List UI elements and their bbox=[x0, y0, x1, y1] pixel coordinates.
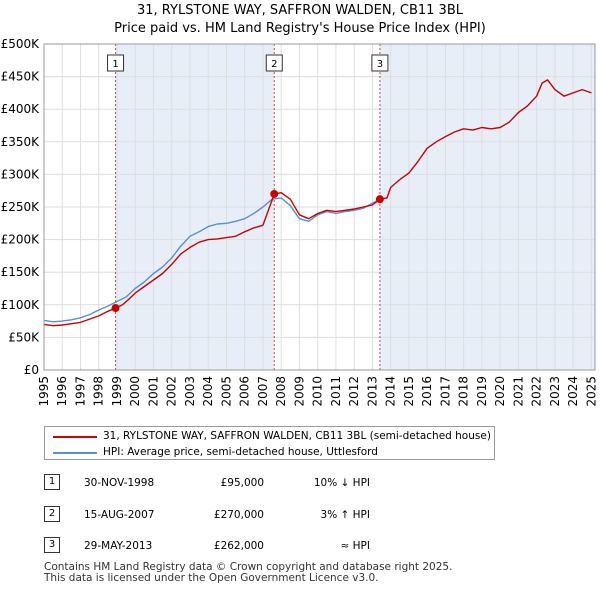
legend-label-price: 31, RYLSTONE WAY, SAFFRON WALDEN, CB11 3… bbox=[103, 430, 491, 442]
sale-marker-label: 2 bbox=[271, 59, 277, 70]
table-row: 2 15-AUG-2007 £270,000 3% ↑ HPI bbox=[44, 506, 464, 524]
y-tick-label: £400K bbox=[1, 102, 41, 116]
y-tick-label: £500K bbox=[1, 37, 41, 51]
sale-marker-label: 1 bbox=[112, 59, 118, 70]
x-tick-label: 2005 bbox=[219, 376, 233, 407]
x-tick-label: 2018 bbox=[457, 376, 471, 407]
x-tick-label: 2003 bbox=[183, 376, 197, 407]
x-tick-label: 2009 bbox=[292, 376, 306, 407]
x-tick-label: 2013 bbox=[365, 376, 379, 407]
chart-subtitle: Price paid vs. HM Land Registry's House … bbox=[114, 21, 486, 36]
sale-point bbox=[111, 304, 120, 313]
sale-date: 15-AUG-2007 bbox=[84, 509, 155, 521]
sale-date: 29-MAY-2013 bbox=[84, 540, 153, 552]
sale-point bbox=[270, 189, 279, 198]
x-tick-label: 2011 bbox=[329, 376, 343, 407]
sale-marker-box bbox=[107, 54, 125, 72]
x-tick-label: 2012 bbox=[347, 376, 361, 407]
x-tick-label: 2021 bbox=[511, 376, 525, 407]
y-tick-label: £200K bbox=[1, 233, 41, 247]
sale-number-badge: 1 bbox=[44, 474, 60, 490]
sale-hpi-diff: ≈ HPI bbox=[340, 540, 370, 552]
x-tick-label: 2015 bbox=[402, 376, 416, 407]
x-tick-label: 2017 bbox=[438, 376, 452, 407]
x-tick-label: 2025 bbox=[584, 376, 598, 407]
y-tick-label: £150K bbox=[1, 265, 41, 279]
sale-date: 30-NOV-1998 bbox=[84, 477, 155, 489]
x-tick-label: 2001 bbox=[146, 376, 160, 407]
legend-label-hpi: HPI: Average price, semi-detached house,… bbox=[103, 446, 378, 458]
x-tick-label: 2022 bbox=[530, 376, 544, 407]
x-tick-label: 2006 bbox=[238, 376, 252, 407]
x-tick-label: 2014 bbox=[384, 376, 398, 407]
sale-price: £262,000 bbox=[213, 540, 264, 552]
axis-layer: £0 £50K £100K £150K £200K £250K £300K £350K £400… bbox=[1, 37, 599, 407]
footer-copyright: Contains HM Land Registry data © Crown c… bbox=[44, 561, 453, 573]
y-tick-label: £350K bbox=[1, 135, 41, 149]
x-tick-label: 1995 bbox=[37, 376, 51, 407]
x-tick-label: 1996 bbox=[55, 376, 69, 407]
x-tick-label: 2000 bbox=[128, 376, 142, 407]
y-tick-label: £450K bbox=[1, 70, 41, 84]
sale-number-badge: 2 bbox=[44, 506, 60, 522]
x-tick-label: 2016 bbox=[420, 376, 434, 407]
sale-marker-box bbox=[371, 54, 389, 72]
sale-hpi-diff: 3% ↑ HPI bbox=[320, 509, 370, 521]
x-tick-label: 1998 bbox=[92, 376, 106, 407]
x-tick-label: 2008 bbox=[274, 376, 288, 407]
x-tick-label: 2010 bbox=[311, 376, 325, 407]
y-tick-label: £300K bbox=[1, 167, 41, 181]
series-layer bbox=[43, 79, 592, 327]
legend-swatch-price bbox=[53, 436, 97, 438]
legend-swatch-hpi bbox=[53, 452, 97, 454]
plot-frame bbox=[43, 43, 596, 371]
price-series-line bbox=[43, 79, 592, 327]
sale-marker-label: 3 bbox=[377, 59, 383, 70]
marker-layer: 1 2 3 bbox=[107, 54, 389, 313]
sale-marker-box bbox=[265, 54, 283, 72]
sale-number-badge: 3 bbox=[44, 537, 60, 553]
x-tick-label: 2020 bbox=[493, 376, 507, 407]
x-tick-label: 2004 bbox=[201, 376, 215, 407]
x-tick-label: 2007 bbox=[256, 376, 270, 407]
chart: 1 2 3 £0 £50K £100K £150K £200K £250K £300K £350K… bbox=[1, 37, 599, 407]
footer-licence: This data is licensed under the Open Gov… bbox=[44, 572, 379, 584]
y-tick-label: £100K bbox=[1, 298, 41, 312]
table-row: 3 29-MAY-2013 £262,000 ≈ HPI bbox=[44, 537, 464, 555]
x-tick-label: 2023 bbox=[548, 376, 562, 407]
hpi-series-line bbox=[43, 197, 381, 323]
x-tick-label: 1997 bbox=[73, 376, 87, 407]
x-tick-label: 2019 bbox=[475, 376, 489, 407]
sale-point bbox=[375, 195, 384, 204]
sale-price: £270,000 bbox=[213, 509, 264, 521]
x-tick-label: 1999 bbox=[110, 376, 124, 407]
chart-title: 31, RYLSTONE WAY, SAFFRON WALDEN, CB11 3… bbox=[137, 3, 463, 18]
table-row: 1 30-NOV-1998 £95,000 10% ↓ HPI bbox=[44, 474, 464, 492]
y-tick-label: £50K bbox=[8, 330, 40, 344]
x-tick-label: 2024 bbox=[566, 376, 580, 407]
y-tick-label: £250K bbox=[1, 200, 41, 214]
legend: 31, RYLSTONE WAY, SAFFRON WALDEN, CB11 3… bbox=[44, 426, 495, 460]
sale-hpi-diff: 10% ↓ HPI bbox=[313, 477, 370, 489]
x-tick-label: 2002 bbox=[165, 376, 179, 407]
sale-price: £95,000 bbox=[220, 477, 264, 489]
y-tick-label: £0 bbox=[24, 363, 39, 377]
